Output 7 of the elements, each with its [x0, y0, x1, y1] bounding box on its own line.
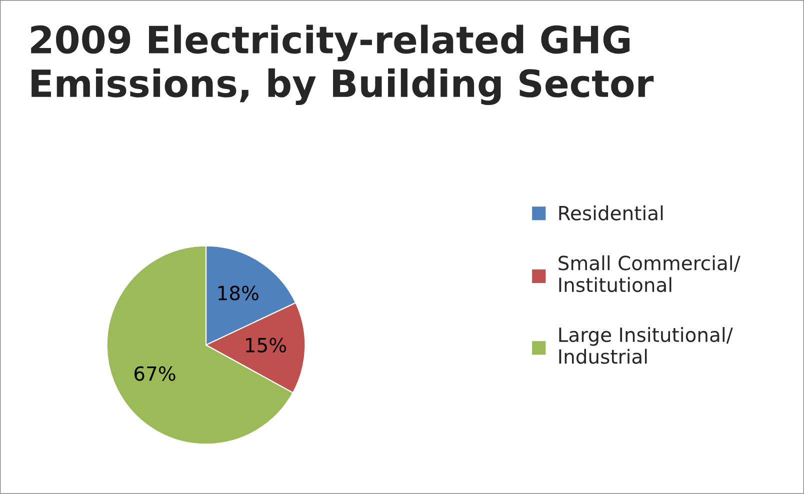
legend-label: Small Commercial/ Institutional [558, 255, 740, 292]
data-label: 18% [218, 286, 258, 300]
legend-label: Residential [559, 205, 663, 220]
data-label: 67% [134, 366, 176, 381]
chart-title: 2009 Electricity-related GHG Emissions, by Building Sector [31, 24, 654, 105]
legend-label: Large Insitutional/ Industrial [559, 327, 733, 364]
data-label: 15% [246, 338, 286, 353]
